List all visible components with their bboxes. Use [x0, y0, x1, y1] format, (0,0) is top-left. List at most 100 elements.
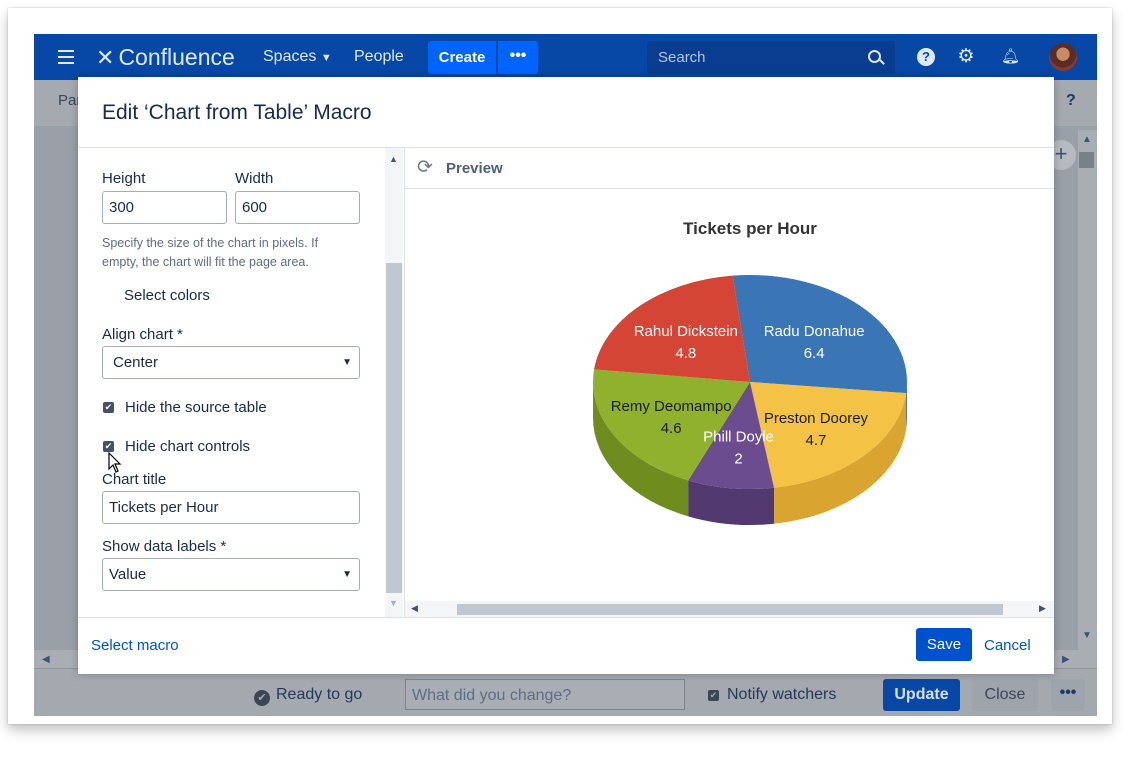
slice-value-label: 2 — [734, 451, 742, 468]
scroll-right-arrow-icon[interactable]: ▶ — [1062, 654, 1070, 665]
hide-chart-controls-checkbox[interactable]: ✔ — [103, 441, 114, 452]
scroll-left-arrow-icon[interactable]: ◀ — [42, 654, 50, 665]
create-button[interactable]: Create — [428, 41, 496, 74]
macro-settings-panel: Height 300 Width 600 Specify the size of… — [78, 148, 404, 617]
chart-title-label: Chart title — [102, 471, 167, 488]
search-icon[interactable] — [868, 50, 881, 63]
hide-chart-controls-label[interactable]: Hide chart controls — [125, 438, 251, 455]
hide-source-table-checkbox[interactable]: ✔ — [103, 402, 114, 413]
ready-label: Ready to go — [276, 686, 363, 703]
update-button[interactable]: Update — [883, 679, 960, 711]
check-circle-icon: ✔ — [254, 690, 270, 706]
editor-vertical-scrollbar[interactable] — [1078, 130, 1097, 650]
menu-icon[interactable] — [58, 50, 74, 64]
scroll-left-arrow-icon[interactable]: ◀ — [411, 603, 418, 613]
people-link[interactable]: People — [354, 48, 404, 65]
settings-scrollbar[interactable]: ▲ ▼ — [385, 148, 403, 617]
close-button[interactable]: Close — [972, 679, 1038, 711]
preview-scroll-thumb[interactable] — [457, 604, 1003, 615]
scroll-right-arrow-icon[interactable]: ▶ — [1039, 603, 1046, 613]
hide-source-table-label[interactable]: Hide the source table — [125, 399, 267, 416]
show-data-labels-label: Show data labels * — [102, 538, 227, 555]
chart-title: Tickets per Hour — [683, 219, 817, 238]
width-label: Width — [235, 170, 274, 187]
select-macro-link[interactable]: Select macro — [91, 637, 179, 654]
avatar[interactable] — [1049, 43, 1077, 71]
preview-header: ⟳ Preview — [405, 148, 1054, 189]
confluence-logo[interactable]: ✕ Confluence — [96, 34, 235, 80]
scroll-down-arrow-icon[interactable]: ▼ — [389, 598, 398, 608]
refresh-icon[interactable]: ⟳ — [417, 157, 433, 178]
pie-slice[interactable] — [732, 275, 907, 394]
slice-value-label: 4.7 — [806, 432, 827, 449]
change-comment-input[interactable]: What did you change? — [405, 679, 685, 710]
scroll-up-arrow-icon[interactable]: ▲ — [389, 154, 398, 164]
chevron-down-icon: ▼ — [320, 52, 332, 64]
pie-chart: Tickets per Hour Radu Donahue 6.4 Preston … — [593, 219, 907, 525]
settings-scroll-thumb[interactable] — [386, 263, 402, 593]
pie-slice-side — [906, 382, 907, 430]
dropdown-arrow-icon: ▼ — [342, 357, 352, 368]
cancel-link[interactable]: Cancel — [984, 637, 1031, 654]
breadcrumb[interactable]: Par — [58, 92, 82, 109]
app-name: Confluence — [118, 44, 235, 70]
height-label: Height — [102, 170, 146, 187]
dialog-title: Edit ‘Chart from Table’ Macro — [102, 101, 372, 124]
notifications-icon[interactable]: 🔔︎ — [1001, 48, 1021, 65]
save-button[interactable]: Save — [916, 628, 972, 661]
show-data-labels-value: Value — [109, 566, 147, 583]
preview-label: Preview — [446, 160, 503, 177]
search-input[interactable]: Search — [647, 41, 895, 74]
ready-status[interactable]: ✔ Ready to go — [254, 686, 362, 706]
notify-watchers-checkbox[interactable]: ✔ Notify watchers — [708, 686, 836, 704]
slice-label: Phill Doyle — [703, 429, 774, 446]
slice-value-label: 4.6 — [661, 420, 682, 437]
footer-more-button[interactable]: ••• — [1051, 679, 1085, 711]
pie-slice[interactable] — [750, 382, 907, 488]
align-chart-label: Align chart * — [102, 326, 183, 343]
select-colors-link[interactable]: Select colors — [124, 287, 210, 304]
spaces-menu[interactable]: Spaces ▼ — [263, 34, 332, 80]
search-placeholder: Search — [658, 49, 706, 66]
slice-value-label: 6.4 — [804, 345, 825, 362]
editor-scroll-thumb[interactable] — [1079, 152, 1094, 168]
spaces-label: Spaces — [263, 48, 317, 65]
align-chart-select[interactable]: Center ▼ — [102, 346, 360, 379]
dropdown-arrow-icon: ▼ — [342, 569, 352, 580]
pie-slice-side — [593, 382, 689, 517]
dialog-header-divider — [78, 147, 1054, 148]
slice-label: Remy Deomampo — [611, 398, 732, 415]
chart-title-field[interactable]: Tickets per Hour — [102, 491, 360, 524]
width-field[interactable]: 600 — [235, 191, 360, 224]
notify-watchers-label: Notify watchers — [727, 686, 837, 703]
align-chart-value: Center — [113, 354, 159, 371]
mouse-cursor-icon — [108, 452, 122, 473]
size-help-text: Specify the size of the chart in pixels.… — [102, 236, 319, 269]
preview-panel: ⟳ Preview Tickets per Hour Radu Donahue 6… — [405, 148, 1054, 617]
create-more-button[interactable]: ••• — [498, 41, 538, 74]
confluence-logo-icon: ✕ — [96, 45, 115, 70]
scroll-down-arrow-icon[interactable]: ▼ — [1082, 630, 1092, 641]
preview-horizontal-scrollbar[interactable]: ◀ ▶ — [405, 601, 1054, 617]
scroll-up-arrow-icon[interactable]: ▲ — [1082, 134, 1092, 145]
pie-slice[interactable] — [688, 382, 775, 489]
confluence-window: ✕ Confluence Spaces ▼ People Create ••• S… — [34, 34, 1097, 716]
panel-divider — [404, 148, 405, 617]
show-data-labels-select[interactable]: Value ▼ — [102, 558, 360, 591]
screenshot-frame: ✕ Confluence Spaces ▼ People Create ••• S… — [8, 8, 1112, 724]
pie-slice[interactable] — [593, 369, 750, 481]
editor-footer: ✔ Ready to go What did you change? ✔ Notif… — [34, 668, 1097, 716]
slice-label: Preston Doorey — [764, 410, 869, 427]
help-icon[interactable]: ? — [917, 48, 935, 66]
height-field[interactable]: 300 — [102, 191, 227, 224]
dialog-footer-divider — [78, 617, 1054, 618]
pie-slice-side — [688, 480, 775, 525]
slice-label: Radu Donahue — [764, 323, 865, 340]
gear-icon[interactable]: ⚙ — [957, 46, 975, 67]
pie-slice-side — [774, 393, 907, 524]
macro-edit-dialog: Edit ‘Chart from Table’ Macro Height 300… — [78, 77, 1054, 674]
chart-preview: Tickets per Hour Radu Donahue 6.4 Preston … — [405, 189, 1054, 601]
pie-slice[interactable] — [594, 275, 750, 382]
slice-label: Rahul Dickstein — [634, 323, 738, 340]
editor-help-icon[interactable]: ? — [1066, 92, 1076, 109]
